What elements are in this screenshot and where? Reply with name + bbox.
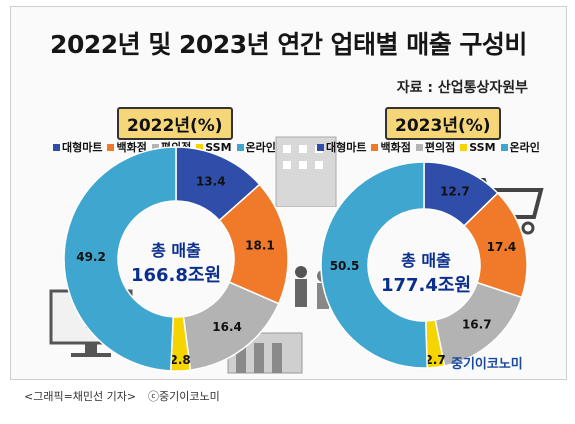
legend-label: 백화점 (116, 141, 147, 154)
slice-value-label: 13.4 (196, 174, 226, 188)
slice-value-label: 50.5 (330, 259, 360, 273)
donut-slice-온라인 (63, 146, 177, 372)
slice-value-label: 12.7 (440, 185, 470, 199)
year-label-2022: 2022년(%) (117, 107, 233, 140)
slice-value-label: 17.4 (487, 240, 517, 254)
slice-value-label: 2.7 (424, 353, 445, 367)
legend-label: 온라인 (509, 141, 540, 154)
legend-label: 온라인 (245, 141, 276, 154)
slice-value-label: 49.2 (76, 250, 106, 264)
legend-swatch (196, 144, 204, 151)
legend-label: 대형마트 (62, 141, 103, 154)
legend-swatch (317, 144, 324, 151)
legend-label: 편의점 (424, 141, 456, 154)
legend-swatch (371, 144, 379, 151)
legend-label: 대형마트 (326, 141, 367, 154)
legend-item: 편의점 (415, 139, 456, 155)
legend-label: 백화점 (380, 141, 411, 154)
legend-label: SSM (469, 141, 496, 154)
donut-slice-온라인 (320, 161, 429, 369)
slice-value-label: 18.1 (245, 239, 275, 253)
legend-item: 백화점 (371, 139, 411, 155)
year-label-2023: 2023년(%) (385, 107, 501, 140)
legend-item: SSM (196, 141, 232, 154)
slice-value-label: 2.8 (169, 353, 190, 367)
legend-swatch (107, 144, 115, 151)
legend-swatch (415, 144, 423, 151)
legend-swatch (236, 144, 244, 151)
chart-title: 2022년 및 2023년 연간 업태별 매출 구성비 (50, 30, 527, 59)
center-total-label-2022: 총 매출 (151, 241, 201, 260)
legend-item: SSM (460, 141, 496, 154)
legend-item: 대형마트 (317, 139, 366, 155)
legend-item: 온라인 (236, 139, 276, 155)
source-note: 자료 : 산업통상자원부 (396, 80, 528, 96)
center-total-label-2023: 총 매출 (401, 251, 451, 270)
legend-item: 온라인 (500, 139, 540, 155)
donut-charts: 13.4 18.1 16.4 2.8 49.2 12.7 17.4 16.7 2.7 50.5 (63, 146, 528, 372)
legend-label: SSM (205, 141, 232, 154)
graphic-credit: <그래픽=채민선 기자> (24, 390, 137, 403)
legend-item: 백화점 (107, 139, 147, 155)
center-label-2023: 총 매출 177.4조원 (371, 247, 481, 297)
building-illustration (275, 136, 337, 207)
legend-swatch (151, 144, 159, 151)
legend-swatch (460, 144, 468, 151)
legend-item: 대형마트 (53, 139, 102, 155)
slice-value-label: 16.7 (462, 317, 492, 331)
center-total-value-2023: 177.4조원 (380, 275, 472, 296)
center-label-2022: 총 매출 166.8조원 (121, 237, 231, 287)
slice-value-label: 16.4 (212, 320, 242, 334)
center-total-value-2022: 166.8조원 (130, 265, 222, 286)
legend-swatch (53, 144, 60, 151)
infographic-frame: 2022년 및 2023년 연간 업태별 매출 구성비 자료 : 산업통상자원부… (10, 6, 567, 380)
legend-swatch (500, 144, 508, 151)
legend-2023: 대형마트 백화점 편의점 SSM 온라인 (317, 139, 545, 155)
copyright-note: ⓒ중기이코노미 (148, 390, 220, 403)
brand-logo: 중기이코노미 (451, 357, 523, 372)
